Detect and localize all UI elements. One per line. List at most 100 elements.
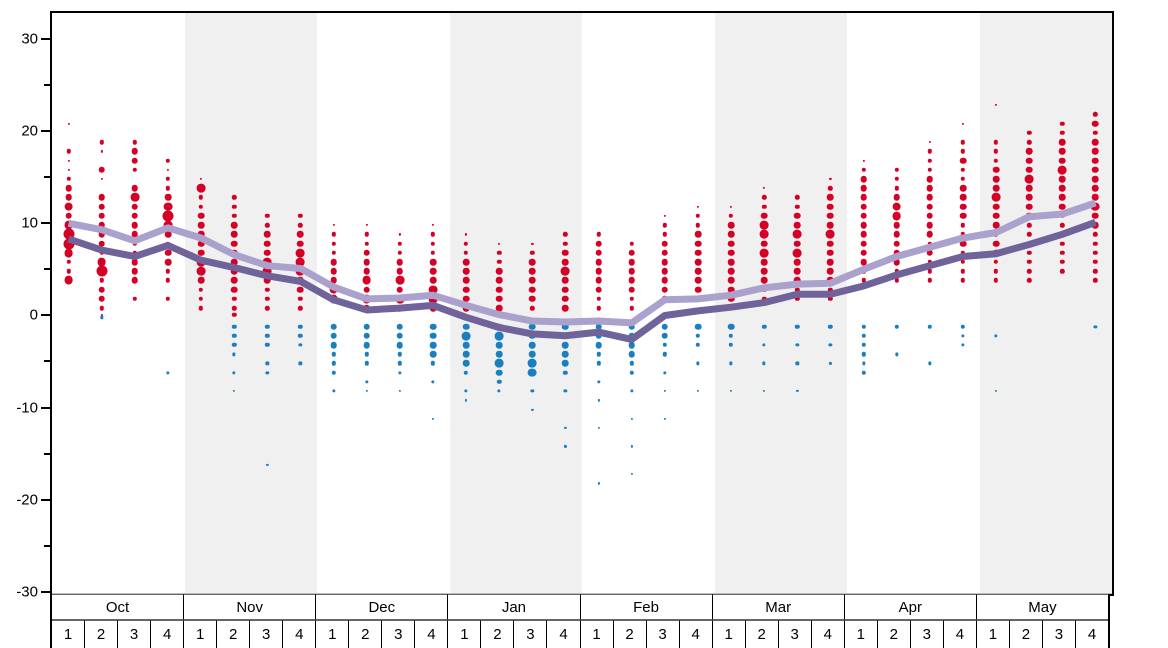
data-dot-low [597,426,600,430]
data-dot-high [959,194,967,201]
data-dot-high [165,176,171,182]
week-label-dec-2[interactable]: 2 [349,620,383,648]
data-dot-high [1093,269,1098,274]
week-label-dec-1[interactable]: 1 [316,620,350,648]
data-dot-low [529,323,536,330]
data-dot-low [630,473,633,476]
data-dot-low [365,390,368,393]
data-dot-high [97,257,107,267]
data-dot-high [298,296,303,302]
week-label-may-3[interactable]: 3 [1042,620,1076,648]
data-dot-high [628,249,635,257]
week-label-jan-2[interactable]: 2 [481,620,515,648]
week-label-feb-3[interactable]: 3 [646,620,680,648]
data-dot-high [364,241,369,246]
week-label-may-4[interactable]: 4 [1075,620,1108,648]
data-dot-high [298,213,303,219]
week-label-oct-1[interactable]: 1 [52,620,86,648]
week-label-apr-3[interactable]: 3 [910,620,944,648]
week-label-feb-2[interactable]: 2 [613,620,647,648]
month-label-feb[interactable]: Feb [580,594,713,620]
week-label-jan-3[interactable]: 3 [514,620,548,648]
data-dot-high [1025,194,1033,201]
data-dot-high [495,295,503,303]
month-label-nov[interactable]: Nov [184,594,317,620]
data-dot-high [264,277,271,284]
week-label-feb-1[interactable]: 1 [580,620,614,648]
week-label-mar-2[interactable]: 2 [745,620,779,648]
data-dot-high [165,186,171,191]
data-dot-high [131,231,139,238]
week-label-dec-4[interactable]: 4 [415,620,449,648]
week-label-oct-4[interactable]: 4 [151,620,185,648]
data-dot-high [959,203,967,210]
data-dot-high [231,213,237,219]
week-label-may-1[interactable]: 1 [976,620,1010,648]
data-dot-high [959,157,967,164]
data-dot-high [694,267,702,275]
month-label-jan[interactable]: Jan [448,594,581,620]
data-dot-high [759,229,769,239]
data-dot-low [530,389,534,393]
data-dot-high [98,286,105,293]
data-dot-low [429,332,437,340]
data-dot-high [926,203,934,210]
data-dot-low [495,350,503,358]
week-label-apr-1[interactable]: 1 [844,620,878,648]
month-label-may[interactable]: May [976,594,1108,620]
data-dot-high [429,267,437,275]
data-dot-high [960,250,966,255]
data-dot-low [861,370,866,375]
week-label-may-2[interactable]: 2 [1009,620,1043,648]
data-dot-high [230,231,238,238]
data-dot-high [330,277,337,284]
week-label-oct-2[interactable]: 2 [85,620,119,648]
data-dot-high [165,269,171,274]
data-dot-high [530,250,535,255]
data-dot-high [462,295,470,303]
week-label-jan-4[interactable]: 4 [547,620,581,648]
week-label-nov-1[interactable]: 1 [184,620,218,648]
data-dot-high [860,212,867,220]
data-dot-high [960,167,966,172]
data-dot-low [231,324,237,329]
month-label-apr[interactable]: Apr [844,594,977,620]
week-label-mar-3[interactable]: 3 [778,620,812,648]
week-label-feb-4[interactable]: 4 [679,620,713,648]
week-label-mar-1[interactable]: 1 [712,620,746,648]
data-dot-high [495,277,503,284]
week-label-nov-2[interactable]: 2 [217,620,251,648]
data-dot-low [396,323,404,330]
data-dot-high [100,150,103,153]
data-dot-high [827,267,834,275]
data-dot-low [431,380,435,384]
data-dot-high [64,248,73,258]
week-label-nov-3[interactable]: 3 [250,620,284,648]
data-dot-low [495,341,503,349]
week-label-apr-4[interactable]: 4 [943,620,977,648]
week-label-nov-4[interactable]: 4 [283,620,317,648]
data-dot-high [1092,166,1099,174]
data-dot-high [1057,165,1067,175]
month-label-oct[interactable]: Oct [52,594,185,620]
data-dot-high [662,232,668,237]
data-dot-low [529,350,536,358]
data-dot-low [527,368,537,378]
data-dot-low [662,352,668,357]
month-label-mar[interactable]: Mar [712,594,845,620]
data-dot-low [527,359,537,368]
week-label-dec-3[interactable]: 3 [382,620,416,648]
week-label-apr-2[interactable]: 2 [877,620,911,648]
data-dot-high [894,278,899,283]
week-label-oct-3[interactable]: 3 [118,620,152,648]
data-dot-high [595,277,602,284]
week-label-jan-1[interactable]: 1 [448,620,482,648]
month-label-dec[interactable]: Dec [316,594,449,620]
data-dot-high [197,240,205,247]
data-dot-high [262,257,272,267]
data-dot-high [794,267,801,275]
week-label-mar-4[interactable]: 4 [811,620,845,648]
data-dot-low [795,343,799,347]
data-dot-low [829,362,832,365]
data-dot-high [430,241,436,246]
